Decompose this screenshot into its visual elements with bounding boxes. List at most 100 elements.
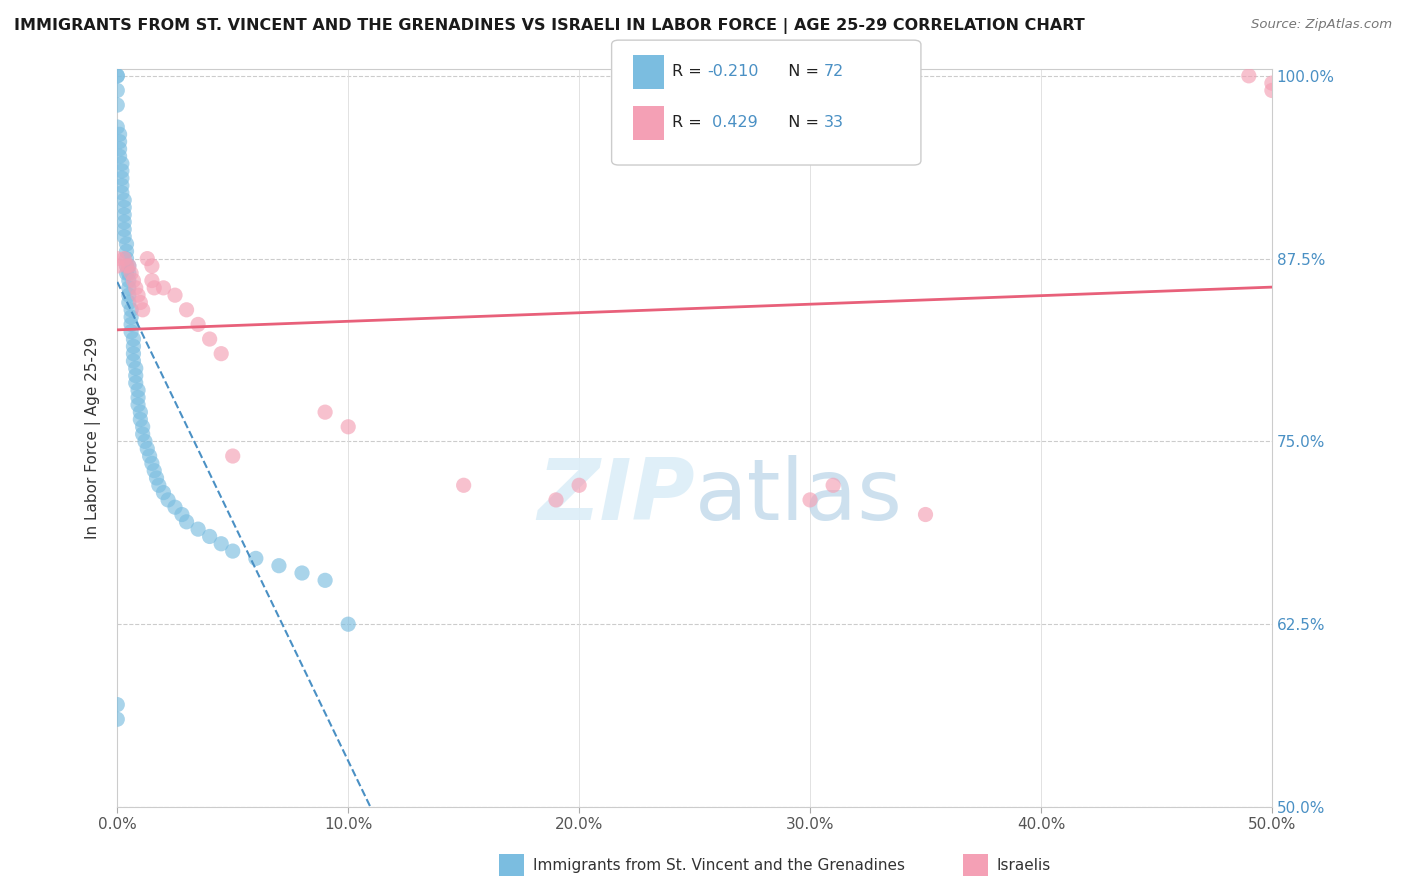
Point xyxy=(120,266,142,280)
Text: Immigrants from St. Vincent and the Grenadines: Immigrants from St. Vincent and the Gren… xyxy=(533,858,905,872)
Point xyxy=(129,412,152,426)
Point xyxy=(222,449,245,463)
Point xyxy=(118,274,141,288)
Point xyxy=(136,252,159,266)
Point xyxy=(1237,69,1260,83)
Text: R =: R = xyxy=(672,115,707,130)
Point xyxy=(291,566,314,580)
Point xyxy=(170,508,193,522)
Point xyxy=(138,449,160,463)
Point xyxy=(120,310,142,325)
Point xyxy=(118,259,141,273)
Point xyxy=(112,193,135,207)
Point xyxy=(112,201,135,215)
Point xyxy=(118,281,141,295)
Point xyxy=(568,478,591,492)
Point xyxy=(163,288,186,302)
Point xyxy=(115,266,138,280)
Point xyxy=(245,551,267,566)
Point xyxy=(544,492,567,507)
Point xyxy=(127,288,149,302)
Text: Israelis: Israelis xyxy=(997,858,1052,872)
Point xyxy=(112,222,135,236)
Point xyxy=(108,128,131,142)
Point xyxy=(131,419,153,434)
Point xyxy=(163,500,186,515)
Point xyxy=(157,492,180,507)
Point xyxy=(143,464,166,478)
Point xyxy=(337,617,360,632)
Point xyxy=(105,712,128,726)
Text: ZIP: ZIP xyxy=(537,455,695,539)
Point xyxy=(115,259,138,273)
Point xyxy=(118,266,141,280)
Point xyxy=(127,383,149,397)
Point xyxy=(115,259,138,273)
Point xyxy=(267,558,290,573)
Point xyxy=(187,318,209,332)
Point xyxy=(799,492,821,507)
Point xyxy=(111,178,134,193)
Y-axis label: In Labor Force | Age 25-29: In Labor Force | Age 25-29 xyxy=(86,336,101,539)
Point xyxy=(823,478,845,492)
Text: 33: 33 xyxy=(824,115,844,130)
Point xyxy=(136,442,159,456)
Point xyxy=(122,346,145,360)
Point xyxy=(105,120,128,134)
Point xyxy=(112,208,135,222)
Text: N =: N = xyxy=(778,115,824,130)
Point xyxy=(131,302,153,317)
Point xyxy=(314,574,336,588)
Point xyxy=(127,391,149,405)
Point xyxy=(122,339,145,353)
Point xyxy=(125,376,148,390)
Point xyxy=(176,515,198,529)
Point xyxy=(120,325,142,339)
Point xyxy=(134,434,156,449)
Point xyxy=(105,259,128,273)
Point xyxy=(112,252,135,266)
Point xyxy=(129,295,152,310)
Point xyxy=(127,398,149,412)
Point xyxy=(112,229,135,244)
Point xyxy=(112,215,135,229)
Point xyxy=(145,471,167,485)
Point xyxy=(120,302,142,317)
Point xyxy=(105,98,128,112)
Point xyxy=(131,427,153,442)
Point xyxy=(176,302,198,317)
Point xyxy=(120,318,142,332)
Point xyxy=(453,478,475,492)
Point xyxy=(108,135,131,149)
Point xyxy=(129,405,152,419)
Point xyxy=(111,171,134,186)
Point xyxy=(141,456,163,470)
Point xyxy=(122,274,145,288)
Point xyxy=(198,332,221,346)
Point xyxy=(187,522,209,536)
Point xyxy=(105,252,128,266)
Point xyxy=(209,346,232,360)
Point xyxy=(118,295,141,310)
Point xyxy=(914,508,936,522)
Point xyxy=(141,259,163,273)
Point xyxy=(152,281,174,295)
Point xyxy=(108,142,131,156)
Point xyxy=(198,529,221,543)
Point xyxy=(115,252,138,266)
Point xyxy=(111,186,134,200)
Text: R =: R = xyxy=(672,64,707,79)
Point xyxy=(1261,83,1284,97)
Point xyxy=(105,698,128,712)
Point xyxy=(105,69,128,83)
Point xyxy=(143,281,166,295)
Point xyxy=(115,237,138,252)
Text: N =: N = xyxy=(778,64,824,79)
Point xyxy=(105,83,128,97)
Point xyxy=(141,274,163,288)
Point xyxy=(125,368,148,383)
Text: 0.429: 0.429 xyxy=(707,115,758,130)
Point xyxy=(111,164,134,178)
Point xyxy=(148,478,170,492)
Point xyxy=(152,485,174,500)
